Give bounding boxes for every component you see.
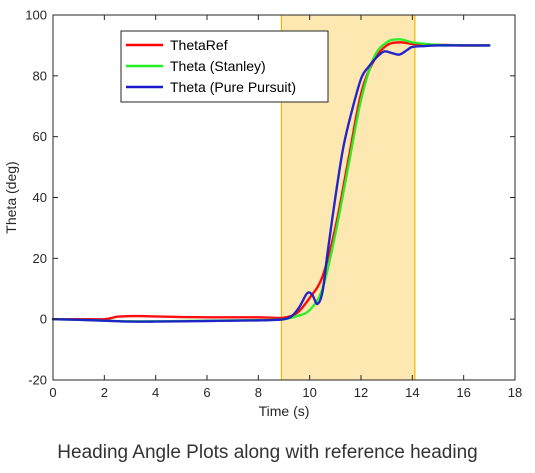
series-lines-layer (51, 38, 491, 323)
y-tick-label: 0 (40, 312, 47, 327)
figure-caption: Heading Angle Plots along with reference… (57, 442, 478, 463)
legend: ThetaRef Theta (Stanley) Theta (Pure Pursu… (120, 30, 329, 103)
x-tick-label: 2 (101, 385, 108, 400)
x-tick-label: 8 (255, 385, 262, 400)
x-tick-label: 14 (405, 385, 419, 400)
x-tick-label: 18 (508, 385, 522, 400)
x-tick-label: 0 (49, 385, 56, 400)
x-tick-label: 10 (302, 385, 316, 400)
x-tick-label: 4 (152, 385, 159, 400)
y-axis-label: Theta (deg) (3, 161, 19, 233)
series-line-2 (51, 44, 491, 323)
y-tick-label: 80 (33, 68, 47, 83)
legend-entry-1: Theta (Stanley) (170, 58, 266, 74)
y-tick-label: 40 (33, 190, 47, 205)
legend-entry-0: ThetaRef (170, 37, 228, 53)
y-tick-label: 20 (33, 251, 47, 266)
series-line-0 (51, 41, 491, 321)
y-tick-label: 100 (25, 8, 47, 23)
x-tick-label: 16 (456, 385, 470, 400)
y-tick-label: -20 (28, 373, 47, 388)
legend-entry-2: Theta (Pure Pursuit) (170, 79, 296, 95)
x-tick-label: 12 (354, 385, 368, 400)
x-axis-label: Time (s) (259, 403, 310, 419)
x-tick-label: 6 (203, 385, 210, 400)
y-tick-label: 60 (33, 129, 47, 144)
